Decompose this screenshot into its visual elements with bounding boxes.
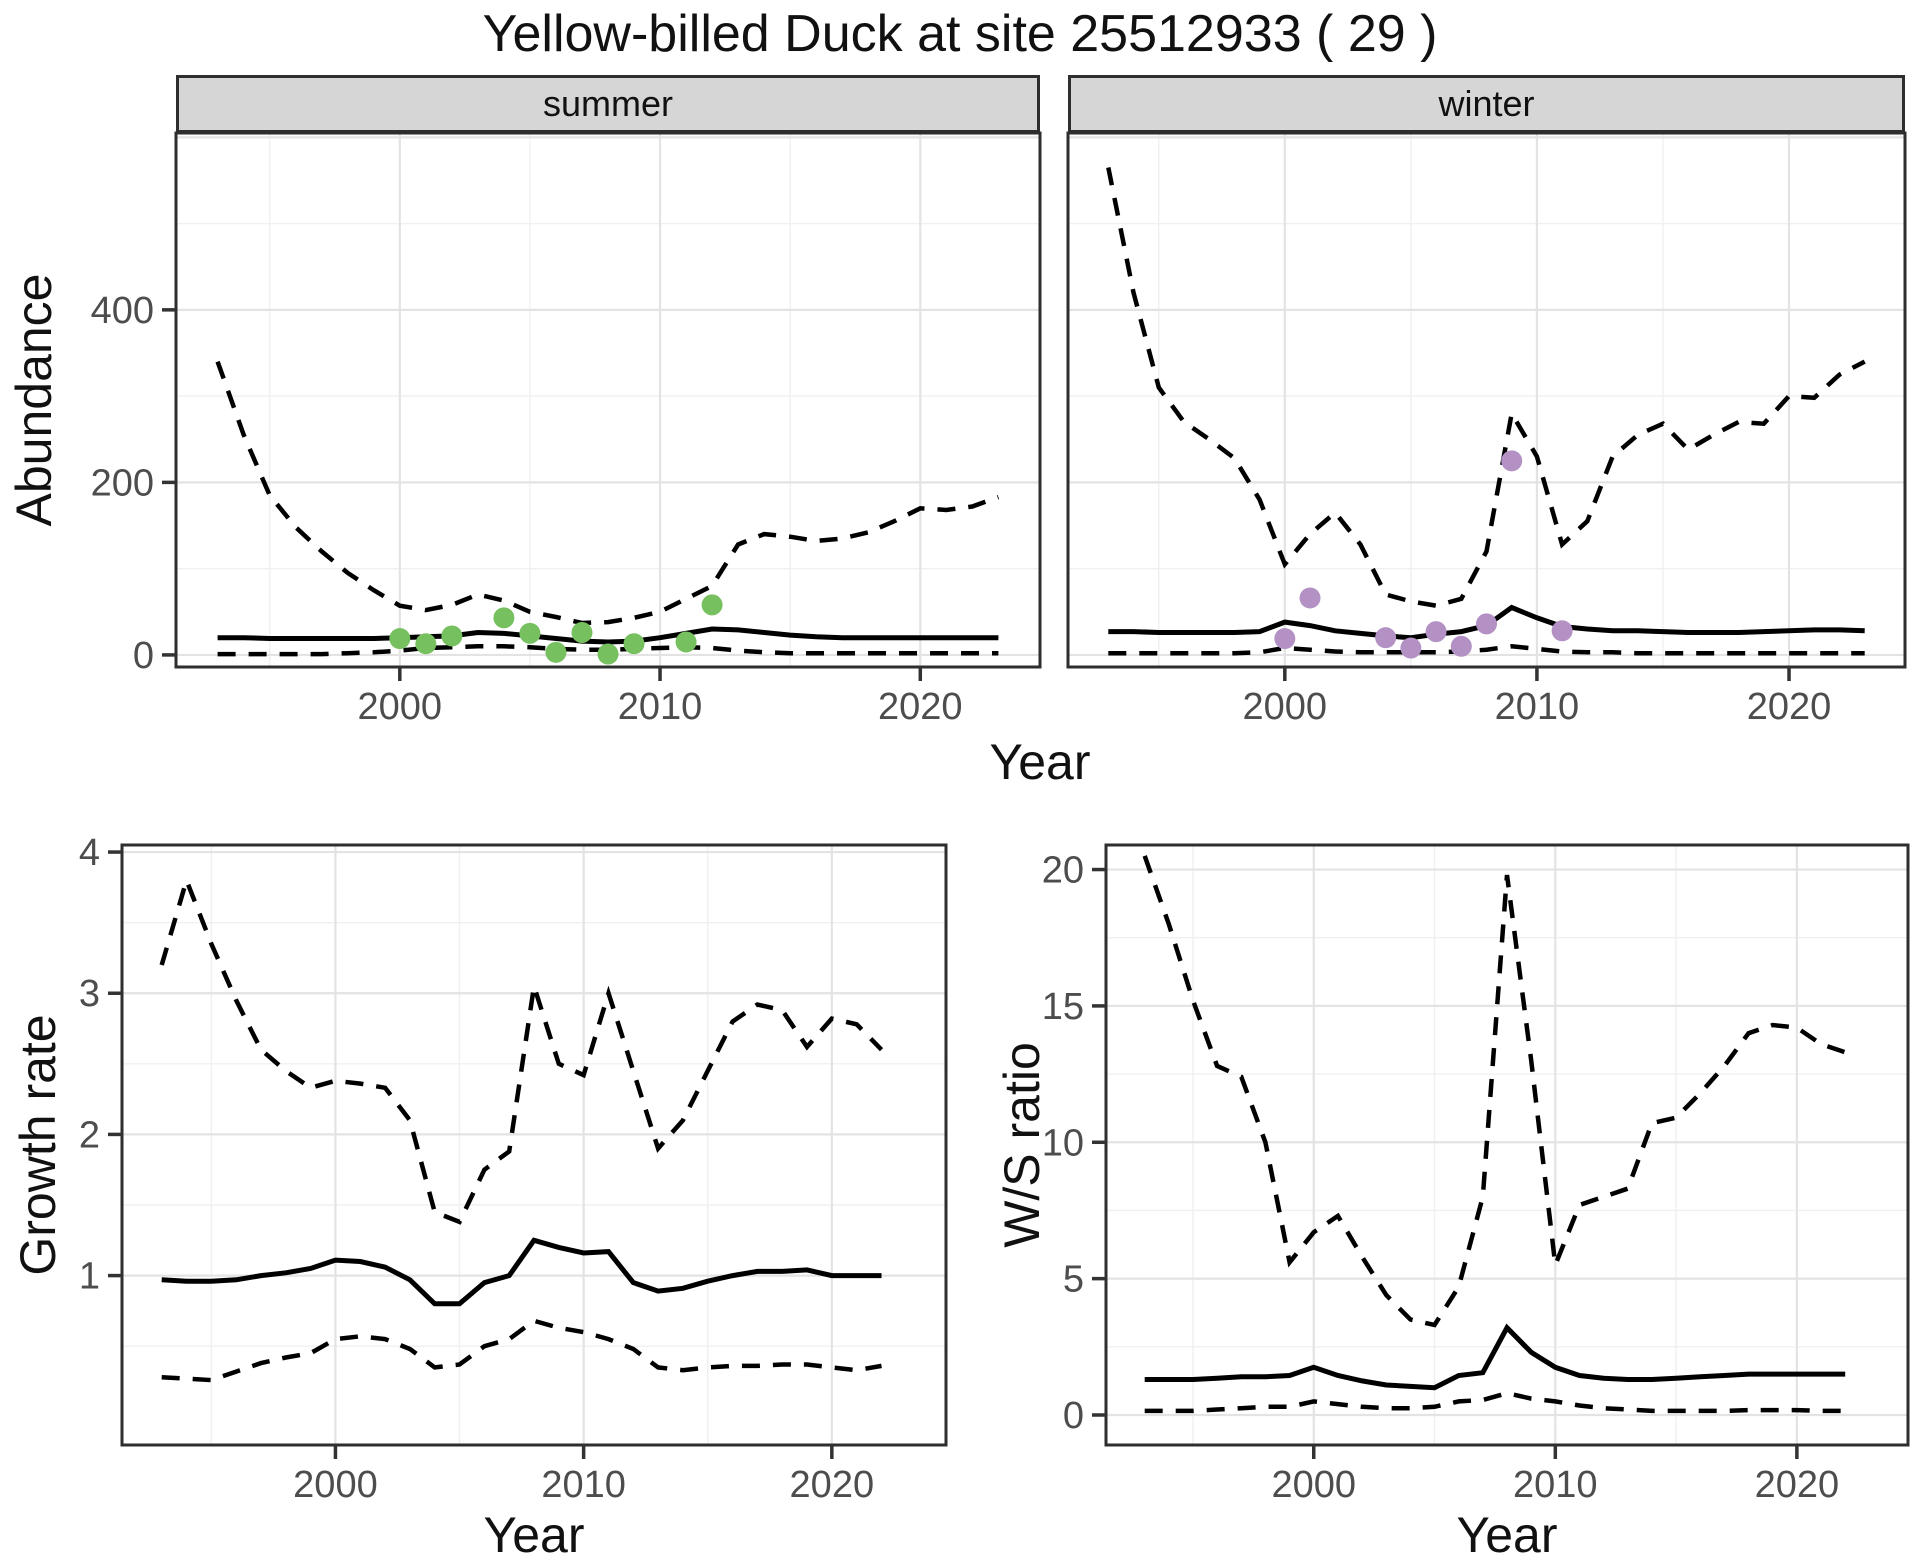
x-axis-title-ws: Year: [1456, 1507, 1558, 1560]
panel-border: [120, 843, 948, 1447]
data-point: [441, 625, 463, 647]
panel-border: [1066, 131, 1907, 669]
y-tick-label: 400: [91, 290, 154, 332]
page-title: Yellow-billed Duck at site 25512933 ( 29…: [482, 5, 1438, 63]
facet-strip-label: summer: [542, 83, 673, 124]
ws_ratio-panel: 2000 2010 2020 0 5 10 15 20: [1042, 843, 1910, 1506]
x-tick-label: 2020: [790, 1464, 875, 1506]
data-point: [1551, 620, 1573, 642]
data-point: [1450, 635, 1472, 657]
y-tick-label: 4: [79, 832, 100, 874]
series-lines: [1142, 855, 1846, 1414]
ws_ratio-lower-95-ci-line: [1144, 1390, 1846, 1414]
y-axis-ticks: 1 2 3 4: [79, 832, 122, 1298]
data-point: [493, 607, 515, 629]
y-tick-label: 200: [91, 462, 154, 504]
data-point: [675, 631, 697, 653]
y-tick-label: 0: [1063, 1395, 1084, 1437]
x-axis-ticks: 2000 2010 2020: [358, 667, 963, 728]
abundance_summer-lower-95-ci-line: [217, 644, 999, 657]
x-tick-label: 2010: [1513, 1464, 1598, 1506]
data-point: [415, 633, 437, 655]
ws-axis-title: W/S ratio: [994, 1042, 1050, 1248]
abundance_summer-upper-95-ci-line: [215, 360, 1000, 626]
data-point: [1299, 587, 1321, 609]
abundance_winter-panel: 2000 2010 2020: [1066, 131, 1907, 728]
abundance_winter-upper-95-ci-line: [1106, 167, 1866, 609]
facet-strip-label: winter: [1438, 83, 1535, 124]
data-point: [1375, 627, 1397, 649]
series-lines: [215, 360, 1000, 657]
data-point: [1501, 450, 1523, 472]
data-point: [1274, 628, 1296, 650]
y-tick-label: 2: [79, 1114, 100, 1156]
x-tick-label: 2020: [1755, 1464, 1840, 1506]
series-lines: [159, 873, 884, 1383]
abundance-axis-title: Abundance: [6, 273, 62, 527]
panel-background: [1068, 133, 1905, 667]
growth_rate-panel: 2000 2010 2020 1 2 3 4: [79, 832, 948, 1506]
panel-background: [122, 845, 946, 1445]
y-tick-label: 0: [133, 635, 154, 677]
y-tick-label: 20: [1042, 850, 1084, 892]
data-point: [1425, 621, 1447, 643]
data-point: [623, 633, 645, 655]
panel-grid: [1068, 133, 1905, 667]
ws_ratio-median-line: [1144, 1323, 1846, 1391]
x-tick-label: 2000: [1243, 686, 1328, 728]
panel-background: [176, 133, 1040, 667]
data-point: [1476, 613, 1497, 635]
x-tick-label: 2000: [293, 1464, 378, 1506]
y-tick-label: 3: [79, 973, 100, 1015]
x-tick-label: 2010: [541, 1464, 626, 1506]
x-axis-title-growth: Year: [483, 1507, 585, 1560]
x-tick-label: 2010: [618, 686, 703, 728]
data-point: [701, 594, 723, 616]
growth-axis-title: Growth rate: [10, 1014, 66, 1276]
facet-strip-summer: summer: [176, 75, 1040, 133]
data-point: [1400, 637, 1422, 659]
data-point: [571, 621, 593, 643]
panel-grid: [1106, 845, 1908, 1445]
x-tick-label: 2010: [1495, 686, 1580, 728]
panel-border: [1104, 843, 1910, 1447]
y-axis-ticks: 0 200 400: [91, 290, 176, 677]
growth_rate-lower-95-ci-line: [161, 1318, 882, 1383]
abundance_summer-panel: 2000 2010 2020 0 200 400: [91, 131, 1042, 728]
x-tick-label: 2020: [878, 686, 963, 728]
data-point: [597, 643, 619, 665]
growth_rate-upper-95-ci-line: [159, 873, 884, 1225]
abundance_winter-lower-95-ci-line: [1108, 644, 1865, 656]
facet-strip-winter: winter: [1068, 75, 1905, 133]
panel-grid: [176, 133, 1040, 667]
observation-points: [389, 594, 723, 665]
panel-background: [1106, 845, 1908, 1445]
x-tick-label: 2000: [1271, 1464, 1356, 1506]
observation-points: [1274, 450, 1573, 659]
x-tick-label: 2000: [358, 686, 443, 728]
x-axis-ticks: 2000 2010 2020: [1271, 1445, 1839, 1506]
y-axis-ticks: 0 5 10 15 20: [1042, 850, 1106, 1437]
abundance_summer-median-line: [217, 626, 999, 645]
growth_rate-median-line: [161, 1237, 882, 1307]
x-axis-title-top: Year: [989, 734, 1091, 790]
y-tick-label: 1: [79, 1256, 100, 1298]
x-tick-label: 2020: [1747, 686, 1832, 728]
data-point: [519, 622, 541, 644]
y-tick-label: 15: [1042, 986, 1084, 1028]
data-point: [545, 641, 567, 663]
y-tick-label: 10: [1042, 1122, 1084, 1164]
x-axis-ticks: 2000 2010 2020: [1243, 667, 1832, 728]
y-tick-label: 5: [1063, 1259, 1084, 1301]
data-point: [389, 628, 411, 650]
panel-border: [174, 131, 1042, 669]
ws_ratio-upper-95-ci-line: [1142, 855, 1846, 1328]
x-axis-ticks: 2000 2010 2020: [293, 1445, 874, 1506]
